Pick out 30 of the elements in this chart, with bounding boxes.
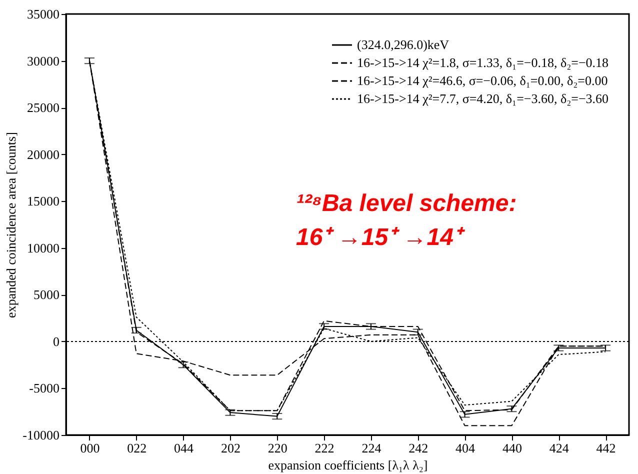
- y-tick-label: 20000: [27, 146, 60, 162]
- x-tick-label: 220: [268, 440, 288, 456]
- y-tick-label: 15000: [27, 194, 60, 209]
- x-tick-label: 000: [80, 440, 100, 456]
- annotation: 16⁺ →15⁺ →14⁺: [296, 224, 466, 251]
- annotation: ¹²⁸Ba level scheme:: [296, 190, 517, 217]
- legend-label: (324.0,296.0)keV: [357, 37, 450, 52]
- x-tick-label: 022: [127, 440, 147, 456]
- y-tick-label: 30000: [27, 53, 60, 68]
- x-tick-label: 044: [174, 440, 194, 456]
- y-tick-label: 5000: [34, 287, 60, 302]
- x-tick-label: 404: [456, 440, 476, 456]
- y-tick-label: 35000: [27, 6, 60, 22]
- legend-label: 16->15->14 χ²=7.7, σ=4.20, δ₁=−3.60, δ₂=−3.60: [357, 91, 609, 106]
- legend-label: 16->15->14 χ²=1.8, σ=1.33, δ₁=−0.18, δ₂=−0.18: [357, 55, 609, 70]
- legend-label: 16->15->14 χ²=46.6, σ=−0.06, δ₁=0.00, δ₂=0.00: [357, 73, 608, 88]
- y-tick-label: -10000: [22, 428, 60, 442]
- x-tick-label: 424: [549, 440, 570, 456]
- x-tick-label: 242: [408, 440, 428, 456]
- x-tick-label: 202: [220, 440, 240, 456]
- y-tick-label: 10000: [27, 240, 60, 256]
- y-tick-label: -5000: [29, 380, 60, 396]
- x-tick-label: 442: [596, 440, 616, 456]
- x-tick-label: 224: [362, 440, 382, 456]
- x-axis-title: expansion coefficients [λ₁λ λ₂]: [268, 458, 428, 472]
- x-tick-label: 222: [314, 440, 334, 456]
- y-tick-label: 25000: [27, 100, 60, 116]
- y-axis-title: expanded coincidence area [counts]: [4, 132, 19, 318]
- y-tick-label: 0: [53, 334, 60, 349]
- x-tick-label: 440: [502, 440, 522, 456]
